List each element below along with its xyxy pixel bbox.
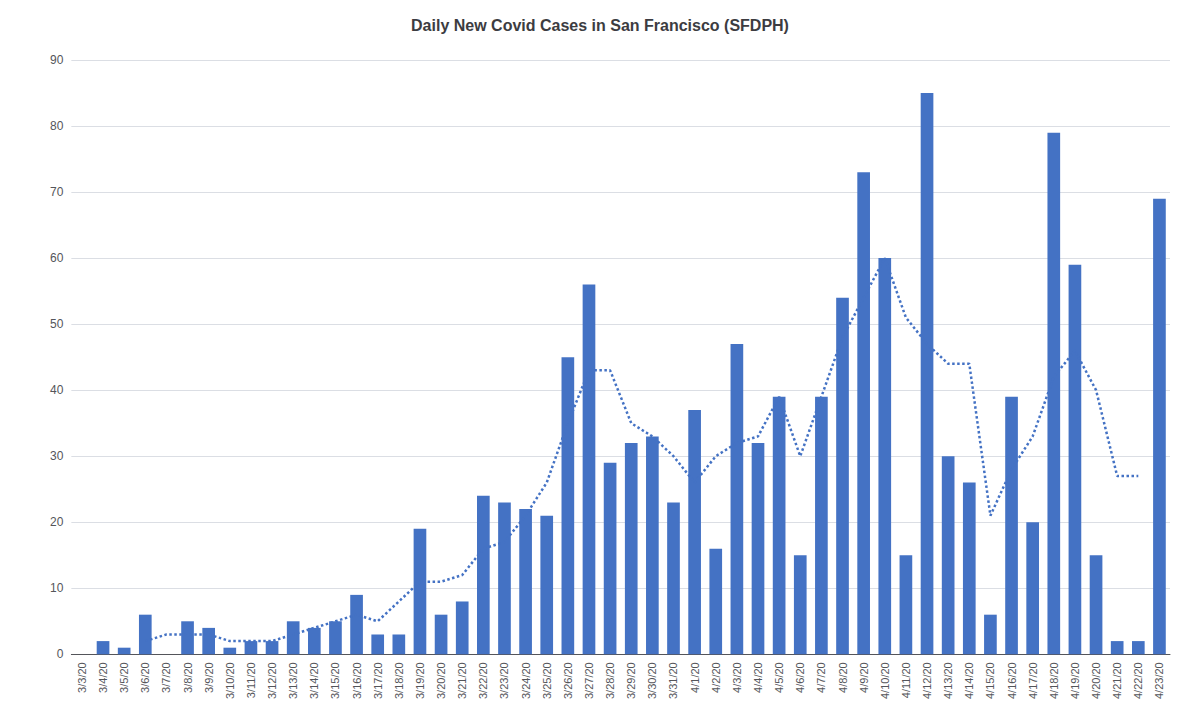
svg-text:4/3/20: 4/3/20: [731, 662, 743, 693]
svg-text:3/10/20: 3/10/20: [224, 662, 236, 699]
svg-text:3/26/20: 3/26/20: [562, 662, 574, 699]
svg-text:90: 90: [50, 53, 64, 67]
svg-text:3/25/20: 3/25/20: [541, 662, 553, 699]
svg-text:3/24/20: 3/24/20: [520, 662, 532, 699]
svg-text:60: 60: [50, 251, 64, 265]
svg-text:3/13/20: 3/13/20: [287, 662, 299, 699]
svg-text:3/15/20: 3/15/20: [329, 662, 341, 699]
svg-text:3/7/20: 3/7/20: [160, 662, 172, 693]
svg-text:3/3/20: 3/3/20: [76, 662, 88, 693]
svg-text:4/17/20: 4/17/20: [1027, 662, 1039, 699]
svg-text:4/13/20: 4/13/20: [942, 662, 954, 699]
svg-text:3/4/20: 3/4/20: [97, 662, 109, 693]
svg-text:4/9/20: 4/9/20: [858, 662, 870, 693]
svg-text:4/23/20: 4/23/20: [1153, 662, 1165, 699]
svg-text:3/20/20: 3/20/20: [435, 662, 447, 699]
svg-text:3/31/20: 3/31/20: [667, 662, 679, 699]
svg-text:4/12/20: 4/12/20: [921, 662, 933, 699]
svg-text:4/8/20: 4/8/20: [837, 662, 849, 693]
svg-text:4/18/20: 4/18/20: [1048, 662, 1060, 699]
svg-text:3/6/20: 3/6/20: [139, 662, 151, 693]
svg-text:3/19/20: 3/19/20: [414, 662, 426, 699]
svg-text:4/11/20: 4/11/20: [900, 662, 912, 698]
svg-text:3/28/20: 3/28/20: [604, 662, 616, 699]
svg-text:4/2/20: 4/2/20: [710, 662, 722, 693]
svg-text:4/10/20: 4/10/20: [879, 662, 891, 699]
svg-text:10: 10: [50, 581, 64, 595]
svg-text:3/9/20: 3/9/20: [203, 662, 215, 693]
svg-text:0: 0: [57, 647, 64, 661]
svg-text:20: 20: [50, 515, 64, 529]
svg-text:3/17/20: 3/17/20: [372, 662, 384, 699]
svg-text:4/5/20: 4/5/20: [773, 662, 785, 693]
svg-text:4/21/20: 4/21/20: [1111, 662, 1123, 699]
svg-text:4/20/20: 4/20/20: [1090, 662, 1102, 699]
svg-text:30: 30: [50, 449, 64, 463]
svg-text:4/22/20: 4/22/20: [1132, 662, 1144, 699]
svg-text:50: 50: [50, 317, 64, 331]
svg-text:3/16/20: 3/16/20: [351, 662, 363, 699]
svg-text:40: 40: [50, 383, 64, 397]
svg-text:4/4/20: 4/4/20: [752, 662, 764, 693]
svg-text:4/1/20: 4/1/20: [689, 662, 701, 693]
svg-text:4/7/20: 4/7/20: [815, 662, 827, 693]
svg-text:3/21/20: 3/21/20: [456, 662, 468, 699]
svg-text:3/18/20: 3/18/20: [393, 662, 405, 699]
svg-text:4/19/20: 4/19/20: [1069, 662, 1081, 699]
svg-text:3/22/20: 3/22/20: [477, 662, 489, 699]
svg-text:3/12/20: 3/12/20: [266, 662, 278, 699]
svg-text:Daily New Covid Cases in San F: Daily New Covid Cases in San Francisco (…: [411, 17, 789, 34]
svg-text:3/5/20: 3/5/20: [118, 662, 130, 693]
svg-text:3/27/20: 3/27/20: [583, 662, 595, 699]
svg-text:80: 80: [50, 119, 64, 133]
svg-text:3/30/20: 3/30/20: [646, 662, 658, 699]
svg-text:3/8/20: 3/8/20: [182, 662, 194, 693]
svg-text:4/15/20: 4/15/20: [984, 662, 996, 699]
svg-text:4/14/20: 4/14/20: [963, 662, 975, 699]
svg-text:3/14/20: 3/14/20: [308, 662, 320, 699]
svg-text:3/11/20: 3/11/20: [245, 662, 257, 698]
svg-text:4/6/20: 4/6/20: [794, 662, 806, 693]
svg-text:3/23/20: 3/23/20: [498, 662, 510, 699]
svg-text:4/16/20: 4/16/20: [1006, 662, 1018, 699]
svg-text:3/29/20: 3/29/20: [625, 662, 637, 699]
svg-text:70: 70: [50, 185, 64, 199]
